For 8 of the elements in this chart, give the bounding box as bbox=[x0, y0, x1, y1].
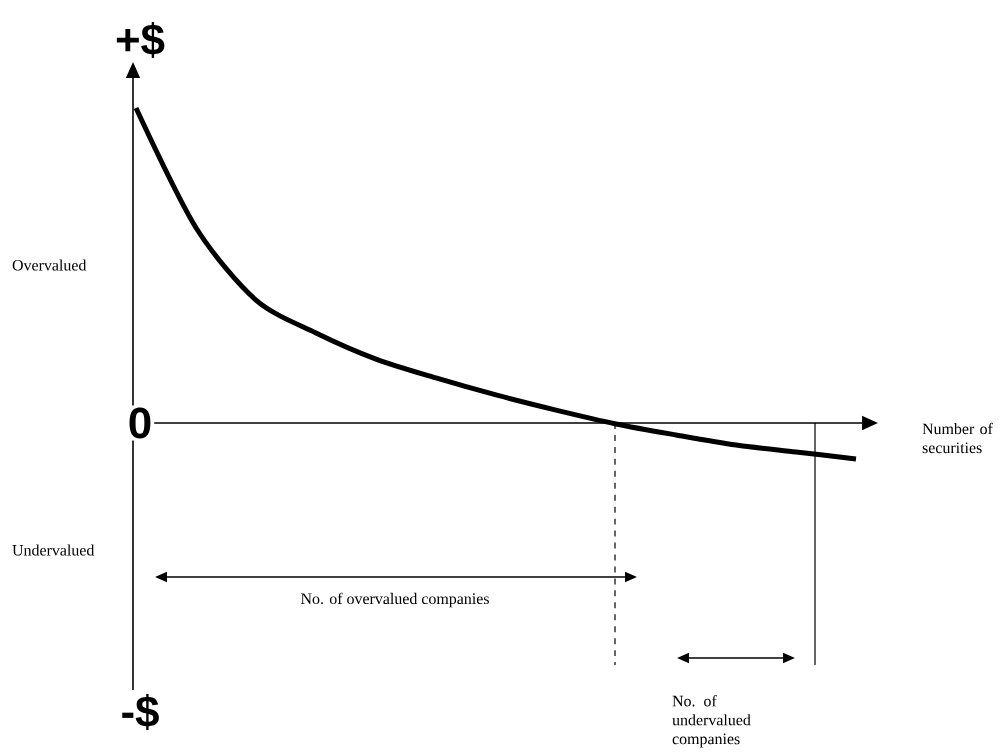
x-axis-title: Number of securities bbox=[922, 422, 993, 454]
text: +$ bbox=[116, 22, 165, 58]
text: -$ bbox=[122, 694, 159, 730]
text: No. of undervalued companies bbox=[672, 695, 751, 748]
text: Overvalued bbox=[12, 259, 87, 271]
text: No. of overvalued companies bbox=[300, 592, 489, 608]
annotation: 0 bbox=[129, 407, 151, 439]
text: Undervalued bbox=[12, 544, 95, 556]
